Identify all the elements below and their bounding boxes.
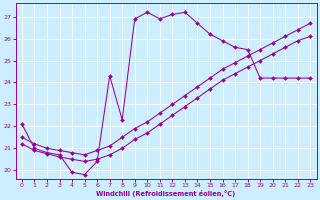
X-axis label: Windchill (Refroidissement éolien,°C): Windchill (Refroidissement éolien,°C) bbox=[96, 190, 236, 197]
